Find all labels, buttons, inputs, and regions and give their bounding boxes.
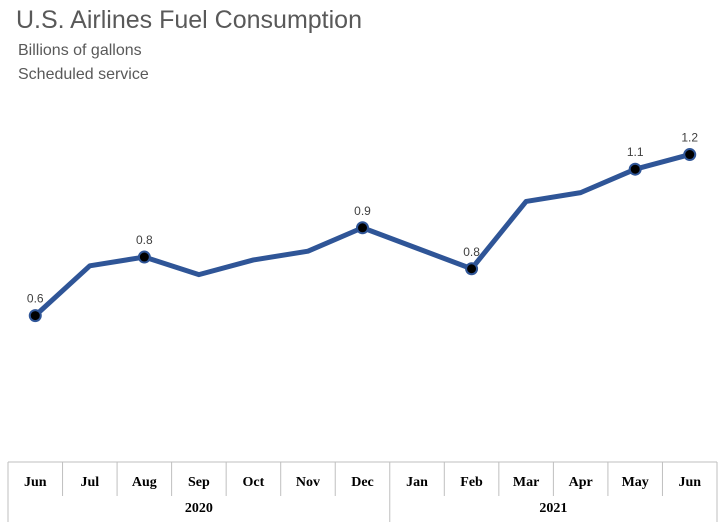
year-group-label: 2021 <box>539 501 567 516</box>
x-tick-label: Feb <box>460 475 483 490</box>
x-tick-label: Sep <box>188 475 210 490</box>
data-point-marker <box>465 262 479 276</box>
x-tick-label: Jun <box>24 475 47 490</box>
x-tick-label: Apr <box>569 475 593 490</box>
x-tick-label: Oct <box>243 475 265 490</box>
series-layer: 0.6 0.8 0.9 0.8 1.1 1.2 <box>27 131 698 323</box>
data-label: 0.8 <box>136 233 153 247</box>
data-label: 0.9 <box>354 204 371 218</box>
x-tick-label: Jun <box>678 475 701 490</box>
chart-subtitle-units: Billions of gallons <box>18 42 142 59</box>
chart-subtitle-service: Scheduled service <box>18 66 149 83</box>
chart-title: U.S. Airlines Fuel Consumption <box>16 6 362 34</box>
data-point-marker <box>628 162 642 176</box>
data-label: 1.1 <box>627 145 644 159</box>
year-group-label: 2020 <box>185 501 213 516</box>
data-point-marker <box>683 148 697 162</box>
x-tick-label: May <box>622 475 649 490</box>
data-label: 0.6 <box>27 292 44 306</box>
category-axis: Jun Jul Aug Sep Oct Nov Dec Jan Feb Mar Apr May Jun 2… <box>7 461 718 522</box>
x-tick-label: Aug <box>132 475 157 490</box>
data-label: 1.2 <box>681 131 698 145</box>
x-tick-label: Nov <box>296 475 320 490</box>
data-point-marker <box>356 221 369 235</box>
series-line <box>32 152 693 319</box>
x-tick-label: Mar <box>513 475 539 490</box>
data-label: 0.8 <box>463 245 480 259</box>
data-point-marker <box>137 250 151 264</box>
x-tick-label: Jan <box>406 475 428 490</box>
data-point-marker <box>28 309 42 323</box>
x-tick-label: Jul <box>80 475 99 490</box>
x-tick-label: Dec <box>351 475 374 490</box>
